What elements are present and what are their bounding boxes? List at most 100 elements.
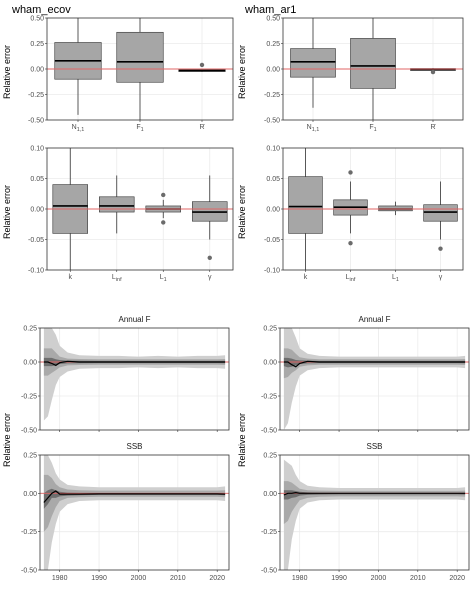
ar1_ssb-xtick-label: 2020 <box>449 575 465 582</box>
ecov_f-ytick-label: -0.25 <box>21 394 37 401</box>
ar1_ssb-strip-label: SSB <box>366 442 382 451</box>
ylabel-row1-right: Relative error <box>237 45 247 99</box>
ar1_growth-category-label: k <box>304 274 308 281</box>
ecov_ssb-xtick-label: 2000 <box>131 575 147 582</box>
ylabel-row1-left: Relative error <box>2 45 12 99</box>
ecov_ssb-panel-bg <box>40 455 229 570</box>
ar1_f-ytick-label: 0.25 <box>263 326 277 333</box>
ylabel-row3-right: Relative error <box>237 413 247 467</box>
ar1_f-ribbon-inner <box>283 357 466 368</box>
ar1_growth-outlier <box>348 240 353 246</box>
ar1_growth-box <box>288 176 323 234</box>
ecov_top-category-label: R <box>199 124 204 131</box>
ecov_f-ytick-label: -0.50 <box>21 428 37 435</box>
ar1_growth-outlier <box>348 170 353 175</box>
ecov_growth-ytick-label: 0.10 <box>30 146 44 153</box>
ar1_top-category-label: F1 <box>369 124 376 133</box>
ar1_ssb-panel-bg <box>280 455 469 570</box>
ecov_growth-outlier <box>161 192 166 198</box>
ecov_f-ytick-label: 0.25 <box>23 326 37 333</box>
ecov_f-median-line <box>43 360 226 367</box>
ar1_ssb-ytick-label: 0.25 <box>263 453 277 460</box>
ecov_f-panel-bg <box>40 328 229 430</box>
ar1_ssb-xtick-label: 2010 <box>410 575 426 582</box>
ecov_ssb-xtick-label: 1990 <box>91 575 107 582</box>
ecov_top-ytick-label: 0.25 <box>30 41 44 48</box>
ecov_growth-category-label: L1 <box>160 274 167 283</box>
ecov_ssb-xtick-label: 1980 <box>52 575 68 582</box>
ecov_growth-ytick-label: 0.05 <box>30 176 44 183</box>
ecov_growth-category-label: Linf <box>112 274 122 283</box>
ar1_top-category-label: N1,1 <box>307 124 320 133</box>
ecov_growth-outlier <box>161 220 166 225</box>
ecov_growth-ytick-label: -0.10 <box>28 268 44 275</box>
ar1_top-ytick-label: -0.25 <box>264 92 280 99</box>
ar1_ssb-ytick-label: -0.25 <box>261 529 277 536</box>
ecov_f-strip-label: Annual F <box>118 315 150 324</box>
ecov_top-ytick-label: -0.25 <box>28 92 44 99</box>
ecov_growth-ytick-label: -0.05 <box>28 237 44 244</box>
ecov_ssb-ytick-label: -0.50 <box>21 568 37 575</box>
ar1_ssb-ytick-label: 0.00 <box>263 491 277 498</box>
ar1_top-panel-border <box>282 17 464 121</box>
ar1_ssb-panel-border <box>279 454 470 571</box>
ecov_ssb-ytick-label: 0.00 <box>23 491 37 498</box>
ar1_f-ytick-label: -0.50 <box>261 428 277 435</box>
ecov_ssb-ytick-label: 0.25 <box>23 453 37 460</box>
ecov_top-ytick-label: 0.00 <box>30 67 44 74</box>
ar1_f-ribbon-mid <box>283 348 466 379</box>
ar1_ssb-xtick-label: 2000 <box>371 575 387 582</box>
ecov_f-ytick-label: 0.00 <box>23 360 37 367</box>
ar1_f-ytick-label: -0.25 <box>261 394 277 401</box>
ar1_growth-category-label: γ <box>439 274 443 281</box>
ar1_f-ytick-label: 0.00 <box>263 360 277 367</box>
ar1_growth-outlier <box>438 246 443 251</box>
ecov_top-panel-border <box>46 17 234 121</box>
ar1_f-strip-label: Annual F <box>358 315 390 324</box>
ar1_top-box <box>350 38 396 89</box>
ar1_growth-box <box>423 204 458 222</box>
ecov_ssb-median-line <box>43 490 226 503</box>
ecov_f-panel-border <box>39 327 230 431</box>
ecov_top-ytick-label: 0.50 <box>30 16 44 23</box>
title-left: wham_ecov <box>11 4 71 16</box>
ar1_growth-category-label: L1 <box>392 274 399 283</box>
ar1_growth-ytick-label: 0.00 <box>266 207 280 214</box>
ecov_growth-panel-border <box>46 147 234 271</box>
ar1_top-category-label: R <box>430 124 435 131</box>
ecov_top-outlier <box>199 62 205 68</box>
ar1_ssb-xtick-label: 1980 <box>292 575 308 582</box>
ecov_growth-ytick-label: 0.00 <box>30 207 44 214</box>
ylabel-row3-left: Relative error <box>2 413 12 467</box>
ar1_growth-ytick-label: -0.10 <box>264 268 280 275</box>
ecov_ssb-panel-border <box>39 454 230 571</box>
ar1_top-ytick-label: 0.25 <box>266 41 280 48</box>
ecov_growth-category-label: γ <box>208 274 212 281</box>
ar1_ssb-xtick-label: 1990 <box>331 575 347 582</box>
ylabel-row2-right: Relative error <box>237 185 247 239</box>
ar1_top-ytick-label: 0.00 <box>266 67 280 74</box>
ar1_growth-panel-border <box>282 147 464 271</box>
ar1_ssb-ribbon-mid <box>283 481 466 524</box>
ar1_ssb-median-line <box>283 491 466 496</box>
ar1_f-panel-bg <box>280 328 469 430</box>
ecov_top-category-label: F1 <box>136 124 143 133</box>
ecov_ssb-ytick-label: -0.25 <box>21 529 37 536</box>
panels-group: 0.50 0.25 0.00 -0.25 -0.50 N1,1 F1 R 0.50 0.25 0.0… <box>21 16 470 582</box>
ar1_growth-ytick-label: 0.05 <box>266 176 280 183</box>
ar1_top-ytick-label: -0.50 <box>264 118 280 125</box>
ecov_growth-box <box>99 196 135 213</box>
ecov_ssb-xtick-label: 2020 <box>209 575 225 582</box>
title-right: wham_ar1 <box>244 4 296 16</box>
ar1_top-box <box>290 48 336 78</box>
ar1_growth-ytick-label: 0.10 <box>266 146 280 153</box>
ylabel-row2-left: Relative error <box>2 185 12 239</box>
ar1_f-median-line <box>283 360 466 368</box>
ecov_top-category-label: N1,1 <box>72 124 85 133</box>
ecov_ssb-strip-label: SSB <box>126 442 142 451</box>
ar1_growth-ytick-label: -0.05 <box>264 237 280 244</box>
ar1_ssb-ytick-label: -0.50 <box>261 568 277 575</box>
ar1_f-panel-border <box>279 327 470 431</box>
ar1_growth-category-label: Linf <box>346 274 356 283</box>
